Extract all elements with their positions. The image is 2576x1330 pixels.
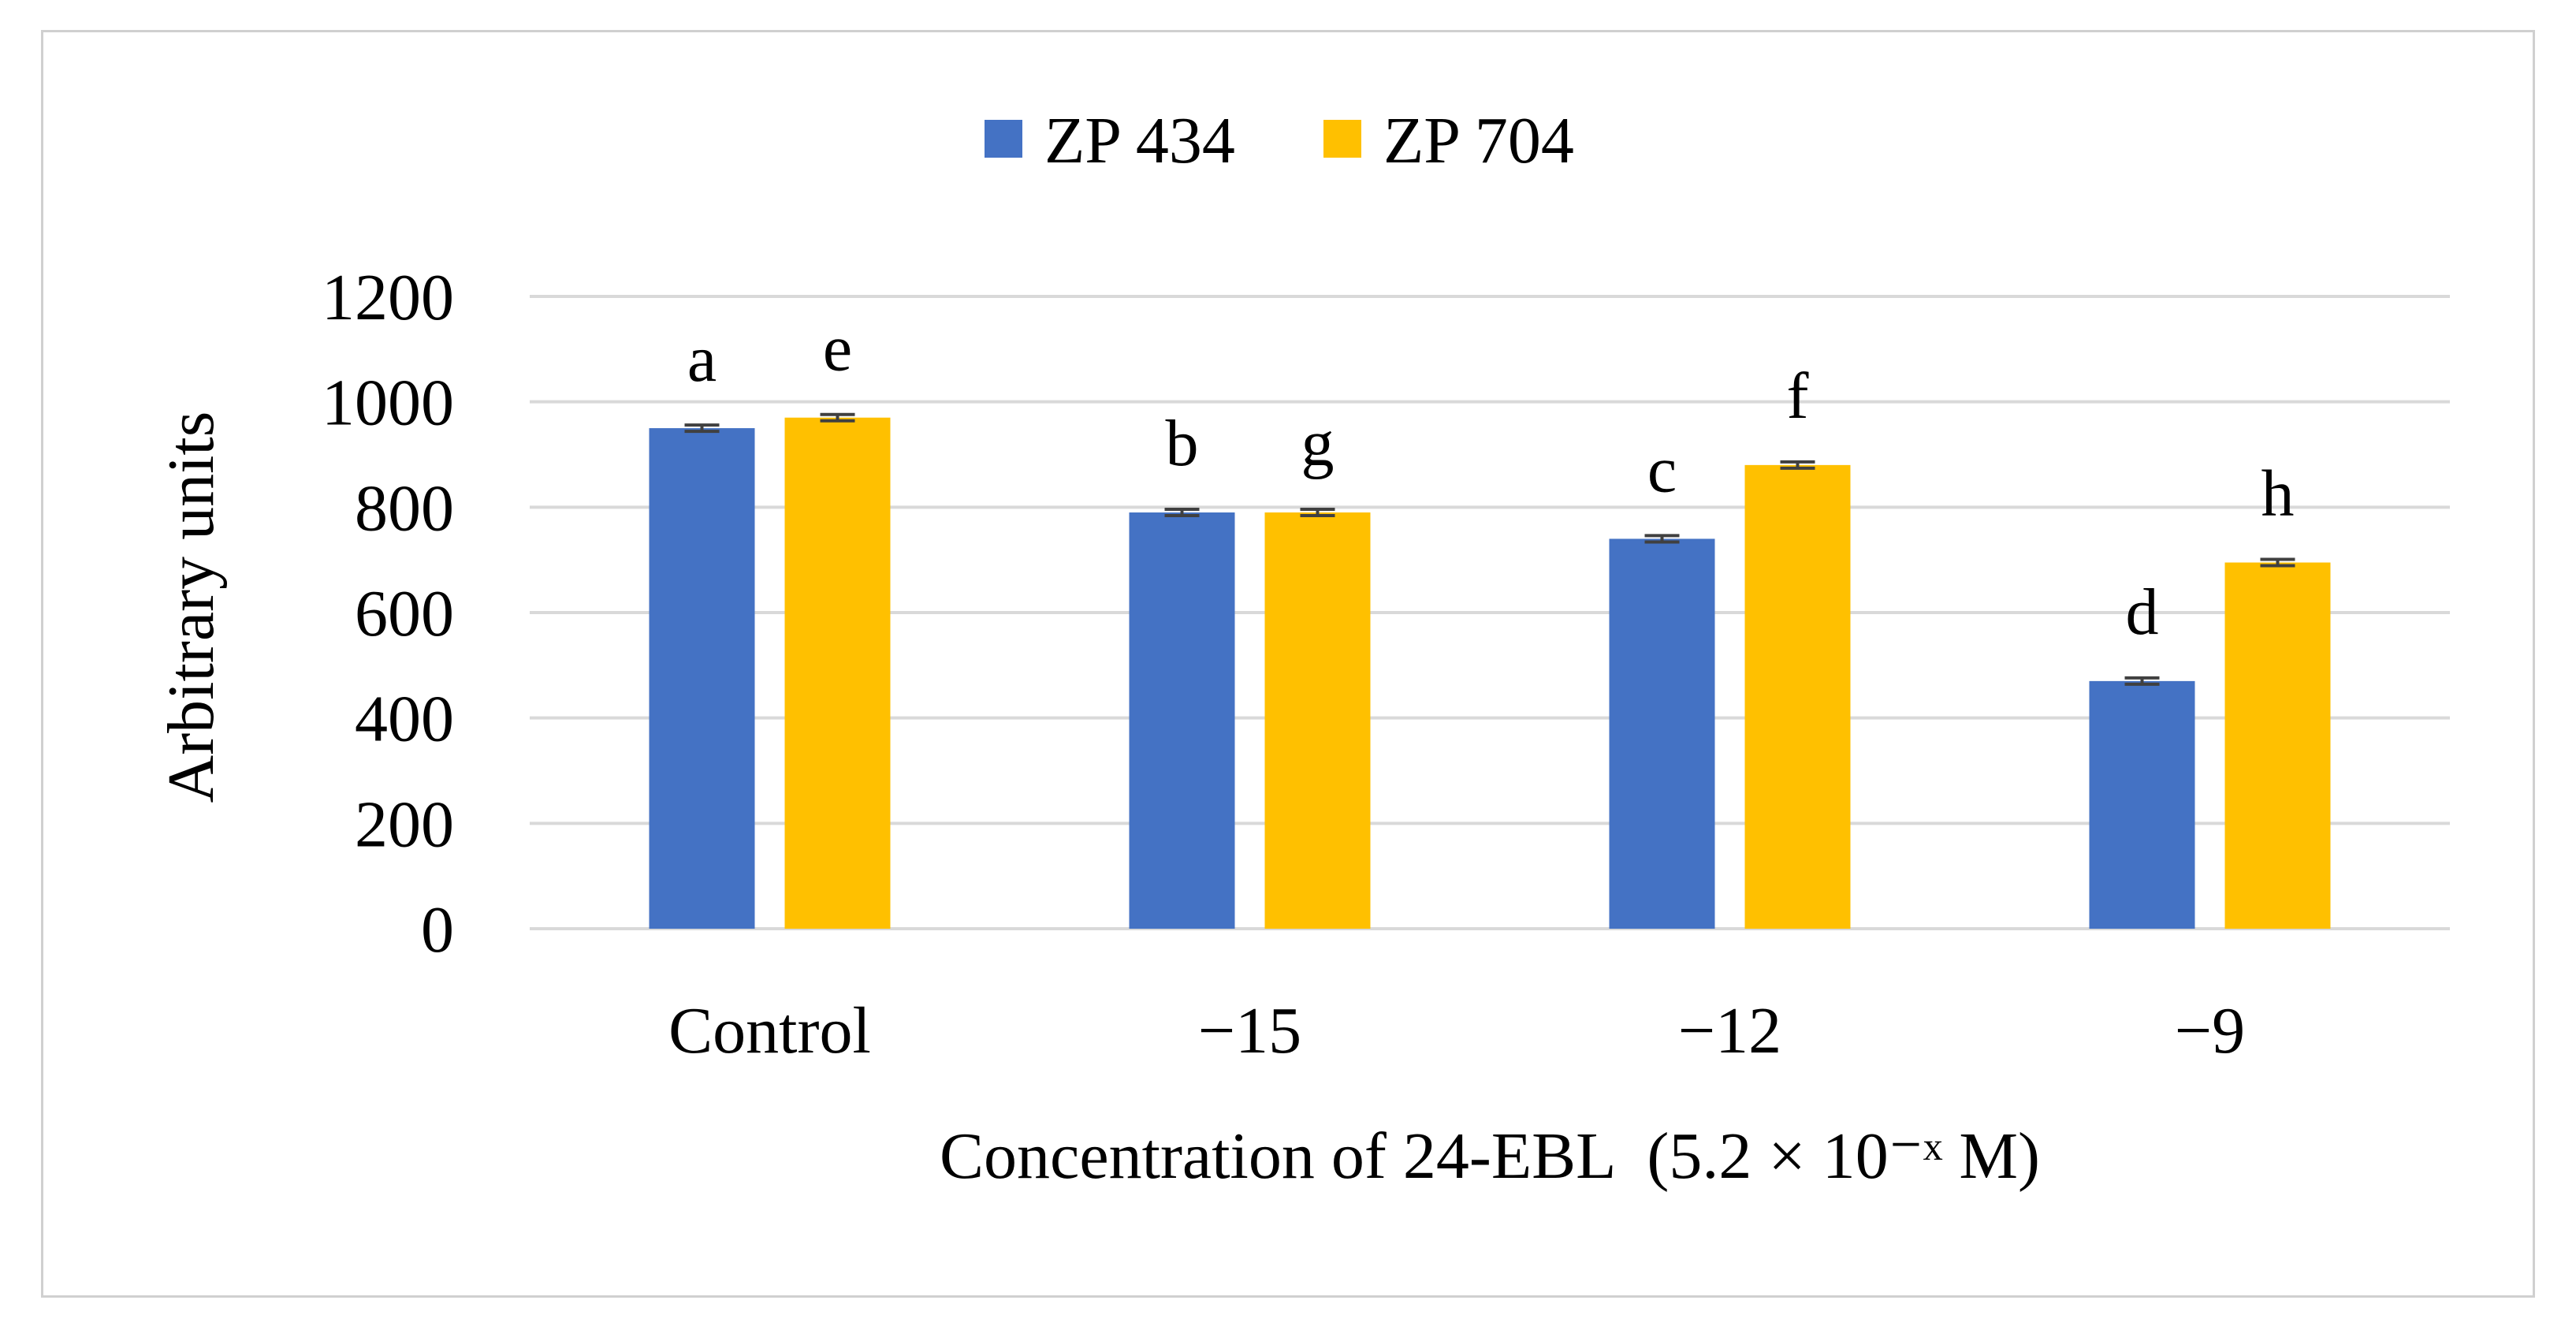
x-tick-label-0: Control — [668, 994, 871, 1067]
bar-zp-434-2 — [1609, 538, 1715, 929]
x-tick-label-3: −9 — [2175, 994, 2245, 1067]
legend: ZP 434 ZP 704 — [985, 104, 1574, 177]
y-tick-label-600: 600 — [355, 577, 454, 650]
significance-label-0-3: d — [2126, 576, 2159, 649]
bar-zp-434-3 — [2089, 680, 2195, 929]
significance-label-0-2: c — [1647, 433, 1677, 506]
y-axis-ticks: 0 200 400 600 800 1000 1200 — [322, 261, 454, 967]
x-tick-label-2: −12 — [1678, 994, 1781, 1067]
significance-label-1-0: e — [823, 312, 852, 386]
bar-zp-704-2 — [1744, 464, 1851, 929]
legend-swatch-1 — [1323, 120, 1361, 158]
y-tick-label-400: 400 — [355, 683, 454, 756]
y-tick-label-1000: 1000 — [322, 367, 454, 440]
bars: a e b g c f d h — [649, 312, 2331, 929]
significance-label-1-3: h — [2261, 457, 2295, 531]
y-tick-label-1200: 1200 — [322, 261, 454, 334]
x-axis-ticks: Control −15 −12 −9 — [668, 994, 2245, 1067]
x-tick-label-1: −15 — [1198, 994, 1301, 1067]
significance-label-1-2: f — [1787, 360, 1809, 433]
legend-label-0: ZP 434 — [1044, 104, 1235, 177]
legend-label-1: ZP 704 — [1383, 104, 1574, 177]
bar-zp-434-0 — [649, 428, 755, 929]
bar-zp-704-3 — [2224, 562, 2331, 929]
significance-label-0-1: b — [1166, 407, 1199, 480]
y-tick-label-200: 200 — [355, 788, 454, 861]
y-tick-label-800: 800 — [355, 471, 454, 545]
bar-zp-704-0 — [784, 417, 891, 929]
bar-zp-434-1 — [1129, 512, 1235, 929]
x-axis-title: Concentration of 24-EBL (5.2 × 10⁻ˣ M) — [940, 1120, 2040, 1193]
legend-swatch-0 — [985, 120, 1022, 158]
significance-label-1-1: g — [1301, 407, 1335, 480]
significance-label-0-0: a — [687, 322, 717, 396]
y-axis-title: Arbitrary units — [154, 412, 228, 803]
bar-zp-704-1 — [1264, 512, 1371, 929]
y-tick-label-0: 0 — [421, 893, 454, 967]
